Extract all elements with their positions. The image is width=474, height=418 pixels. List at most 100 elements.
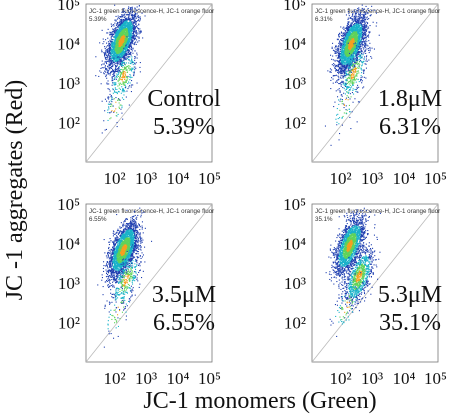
scatter-point (117, 48, 119, 50)
scatter-point (337, 53, 339, 55)
scatter-point (134, 69, 136, 71)
scatter-point (362, 16, 364, 18)
scatter-point (112, 57, 114, 59)
scatter-point (115, 15, 117, 17)
scatter-point (120, 63, 122, 65)
scatter-point (138, 31, 140, 33)
scatter-point (123, 89, 125, 91)
scatter-point (119, 71, 121, 73)
scatter-point (117, 51, 119, 53)
scatter-point (121, 112, 123, 114)
scatter-point (338, 48, 340, 50)
scatter-point (105, 56, 107, 58)
scatter-point (359, 21, 361, 23)
scatter-point (116, 122, 118, 124)
scatter-point (367, 10, 369, 12)
scatter-point (364, 44, 366, 46)
scatter-point (125, 76, 127, 78)
scatter-point (108, 62, 110, 64)
scatter-point (115, 48, 117, 50)
scatter-point (114, 35, 116, 37)
scatter-point (364, 27, 366, 29)
scatter-point (108, 98, 110, 100)
scatter-point (357, 33, 359, 35)
scatter-point (339, 53, 341, 55)
scatter-point (333, 50, 335, 52)
scatter-point (128, 23, 130, 25)
scatter-point (128, 62, 130, 64)
scatter-point (121, 53, 123, 55)
scatter-point (116, 51, 118, 53)
scatter-point (115, 42, 117, 44)
scatter-point (115, 82, 117, 84)
scatter-point (124, 68, 126, 70)
scatter-point (123, 24, 125, 26)
scatter-point (104, 51, 106, 53)
scatter-point (367, 8, 369, 10)
scatter-point (105, 58, 107, 60)
scatter-point (123, 38, 125, 40)
scatter-point (135, 41, 137, 43)
scatter-point (124, 57, 126, 59)
scatter-point (343, 35, 345, 37)
scatter-point (110, 95, 112, 97)
scatter-point (131, 80, 133, 82)
scatter-point (348, 42, 350, 44)
scatter-point (354, 66, 356, 68)
scatter-point (336, 50, 338, 52)
scatter-point (106, 51, 108, 53)
scatter-point (363, 11, 365, 13)
scatter-point (115, 67, 117, 69)
scatter-point (129, 33, 131, 35)
scatter-point (361, 27, 363, 29)
scatter-point (118, 46, 120, 48)
scatter-point (117, 56, 119, 58)
scatter-point (124, 21, 126, 23)
scatter-point (363, 16, 365, 18)
scatter-point (110, 23, 112, 25)
scatter-point (122, 90, 124, 92)
scatter-point (128, 43, 130, 45)
scatter-point (132, 14, 134, 16)
scatter-point (121, 61, 123, 63)
scatter-point (131, 76, 133, 78)
scatter-point (137, 16, 139, 18)
scatter-point (132, 31, 134, 33)
scatter-point (361, 13, 363, 15)
scatter-point (343, 36, 345, 38)
scatter-point (330, 88, 332, 90)
scatter-point (124, 39, 126, 41)
scatter-point (132, 36, 134, 38)
scatter-point (138, 23, 140, 25)
scatter-point (351, 62, 353, 64)
scatter-point (122, 72, 124, 74)
scatter-point (340, 73, 342, 75)
scatter-point (121, 40, 123, 42)
scatter-point (117, 36, 119, 38)
scatter-point (110, 34, 112, 36)
scatter-point (119, 63, 121, 65)
scatter-point (368, 27, 370, 29)
scatter-point (366, 40, 368, 42)
scatter-point (366, 24, 368, 26)
scatter-point (117, 75, 119, 77)
scatter-point (123, 44, 125, 46)
scatter-point (121, 42, 123, 44)
scatter-point (115, 30, 117, 32)
scatter-point (116, 56, 118, 58)
scatter-point (124, 81, 126, 83)
scatter-point (123, 29, 125, 31)
scatter-point (122, 88, 124, 90)
scatter-point (118, 63, 120, 65)
scatter-point (120, 64, 122, 66)
scatter-point (128, 46, 130, 48)
scatter-point (348, 28, 350, 30)
scatter-point (358, 15, 360, 17)
scatter-point (363, 19, 365, 21)
scatter-point (119, 51, 121, 53)
scatter-point (350, 45, 352, 47)
scatter-point (342, 60, 344, 62)
scatter-point (123, 28, 125, 30)
scatter-point (128, 32, 130, 34)
scatter-point (127, 67, 129, 69)
